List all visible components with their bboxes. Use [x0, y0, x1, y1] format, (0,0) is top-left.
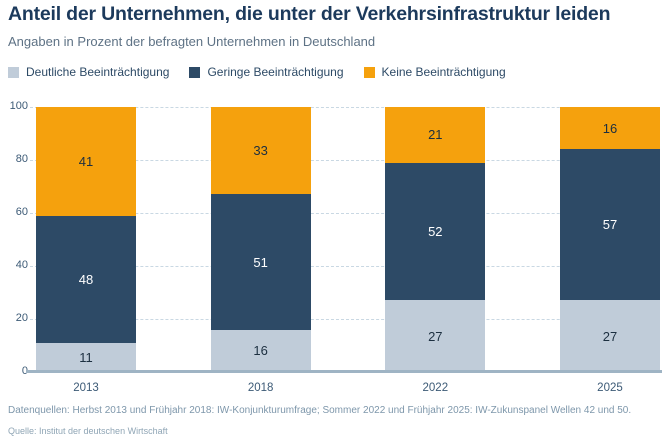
gridline: [30, 319, 660, 320]
legend: Deutliche Beeinträchtigung Geringe Beeint…: [8, 65, 526, 79]
legend-item: Deutliche Beeinträchtigung: [8, 65, 169, 79]
bars: 11 48 41 2013 16 51 33 2018 27 52 21 2022 27 57 16 2025: [36, 107, 660, 394]
y-axis-tick-label: 100: [9, 100, 28, 112]
gridline: [30, 160, 660, 161]
bar-value-label: 11: [79, 349, 93, 365]
bar-value-label: 57: [602, 217, 618, 233]
legend-item: Geringe Beeinträchtigung: [189, 65, 344, 79]
legend-swatch-icon: [363, 66, 375, 78]
legend-label: Deutliche Beeinträchtigung: [26, 65, 170, 79]
bar-value-label: 27: [602, 328, 618, 344]
y-axis-tick-label: 40: [15, 259, 28, 271]
bar-segment: 21: [385, 107, 486, 163]
legend-item: Keine Beeinträchtigung: [363, 65, 506, 79]
x-axis-label: 2022: [422, 382, 449, 394]
legend-label: Geringe Beeinträchtigung: [207, 65, 344, 79]
legend-swatch-icon: [8, 66, 19, 78]
bar-value-label: 16: [253, 343, 268, 359]
bar-value-label: 41: [78, 153, 94, 169]
x-axis-label: 2013: [73, 382, 99, 394]
bar-segment: 16: [210, 329, 311, 372]
bar-column: 27 57 16 2025: [559, 107, 660, 394]
bar-column: 11 48 41 2013: [36, 107, 136, 394]
footnote-source: Quelle: Institut der deutschen Wirtschaf…: [8, 426, 168, 436]
bar-segment: 48: [36, 215, 136, 343]
gridline: [30, 266, 660, 267]
bar-value-label: 48: [78, 271, 94, 287]
y-axis-tick-label: 20: [15, 312, 28, 324]
plot-area: 11 48 41 2013 16 51 33 2018 27 52 21 2022 27 57 16 2025: [30, 107, 660, 394]
bar-value-label: 16: [602, 120, 618, 136]
footnote-datasources: Datenquellen: Herbst 2013 und Frühjahr 2…: [8, 405, 632, 416]
bar-column: 16 51 33 2018: [210, 107, 311, 394]
y-axis-tick-label: 80: [15, 153, 28, 165]
legend-swatch-icon: [189, 66, 201, 78]
bar-segment: 16: [559, 107, 660, 150]
bar-value-label: 51: [253, 254, 268, 270]
legend-label: Keine Beeinträchtigung: [381, 65, 506, 79]
bar-segment: 52: [385, 162, 486, 301]
y-axis-tick-label: 0: [21, 365, 28, 377]
bar-segment: 27: [385, 300, 486, 372]
bar-segment: 41: [36, 107, 136, 216]
bar-value-label: 21: [428, 127, 443, 143]
chart-subtitle: Angaben in Prozent der befragten Unterne…: [8, 34, 376, 49]
bar-segment: 51: [210, 194, 311, 330]
gridline: [30, 107, 660, 108]
bar-segment: 57: [559, 149, 660, 301]
bar-segment: 33: [210, 107, 311, 195]
x-axis-label: 2025: [597, 382, 623, 394]
chart-title: Anteil der Unternehmen, die unter der Ve…: [8, 3, 611, 25]
bar-segment: 27: [559, 300, 660, 372]
gridline: [30, 213, 660, 214]
y-axis-tick-label: 60: [15, 206, 28, 218]
bar-segment: 11: [36, 342, 136, 372]
bar-value-label: 33: [253, 143, 268, 159]
bar-value-label: 27: [428, 328, 443, 344]
x-axis-baseline: [26, 370, 662, 373]
bar-value-label: 52: [428, 224, 443, 240]
x-axis-label: 2018: [247, 382, 274, 394]
bar-column: 27 52 21 2022: [385, 107, 486, 394]
